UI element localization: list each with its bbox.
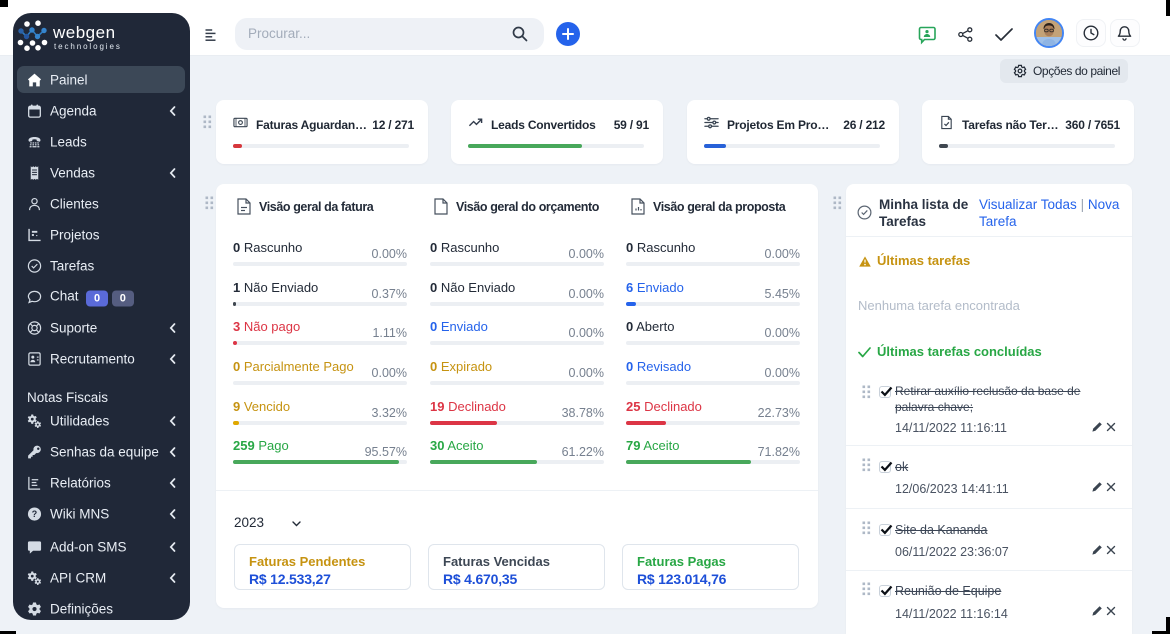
svg-text:?: ?	[32, 509, 37, 519]
